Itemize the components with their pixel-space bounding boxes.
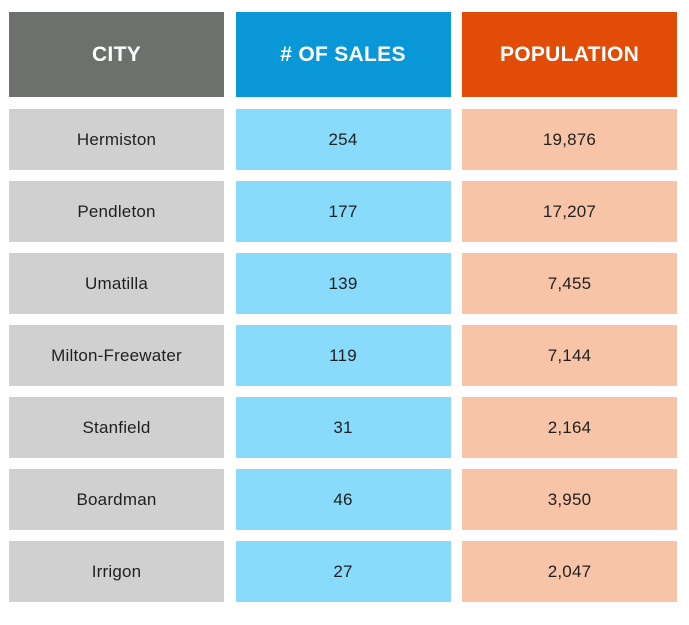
city-cell: Boardman (9, 469, 224, 530)
population-cell: 3,950 (462, 469, 677, 530)
sales-cell: 119 (235, 325, 451, 386)
city-cell: Irrigon (9, 541, 224, 602)
city-header: CITY (9, 12, 224, 97)
sales-column: # OF SALES 254 177 139 119 31 46 27 (235, 12, 451, 602)
population-cell: 19,876 (462, 109, 677, 170)
population-header: POPULATION (462, 12, 677, 97)
sales-header: # OF SALES (235, 12, 451, 97)
population-column: POPULATION 19,876 17,207 7,455 7,144 2,164 3,9… (462, 12, 677, 602)
sales-cell: 254 (235, 109, 451, 170)
population-cell: 2,047 (462, 541, 677, 602)
city-cell: Hermiston (9, 109, 224, 170)
population-cell: 7,144 (462, 325, 677, 386)
sales-cell: 46 (235, 469, 451, 530)
population-cell: 2,164 (462, 397, 677, 458)
sales-population-table: CITY Hermiston Pendleton Umatilla Milton-Fre… (9, 12, 677, 602)
city-cell: Pendleton (9, 181, 224, 242)
city-cell: Umatilla (9, 253, 224, 314)
population-cell: 7,455 (462, 253, 677, 314)
sales-cell: 31 (235, 397, 451, 458)
sales-cell: 139 (235, 253, 451, 314)
sales-cell: 27 (235, 541, 451, 602)
city-cell: Milton-Freewater (9, 325, 224, 386)
sales-cell: 177 (235, 181, 451, 242)
population-cell: 17,207 (462, 181, 677, 242)
city-column: CITY Hermiston Pendleton Umatilla Milton-Fre… (9, 12, 224, 602)
city-cell: Stanfield (9, 397, 224, 458)
